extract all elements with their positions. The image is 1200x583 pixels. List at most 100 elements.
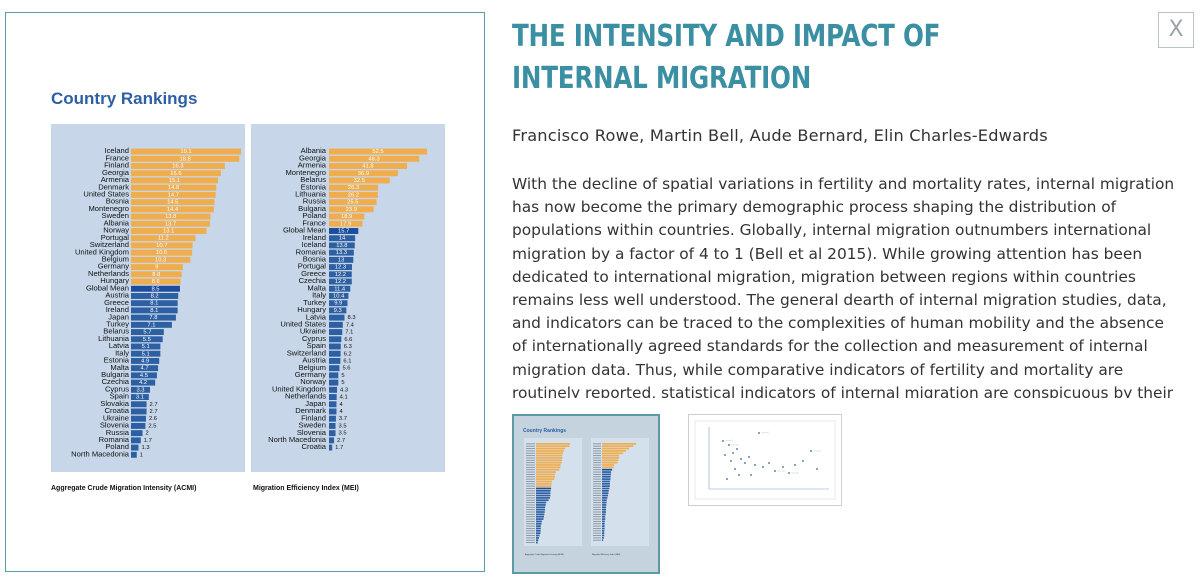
mei-value-czechia: 12.2	[335, 279, 346, 285]
mei-label-slovenia: Slovenia	[297, 428, 327, 437]
acmi-value-czechia: 4.2	[139, 380, 147, 386]
acmi-value-united-states: 14.7	[168, 192, 179, 198]
thumbnail-bar	[536, 468, 560, 471]
mei-bar-montenegro	[329, 170, 398, 177]
acmi-value-belarus: 5.7	[143, 330, 151, 336]
acmi-label-slovenia: Slovenia	[100, 421, 130, 430]
acmi-value-spain: 3.1	[136, 395, 144, 401]
mei-bar-sweden	[329, 422, 336, 429]
mei-label-bosnia: Bosnia	[303, 255, 327, 264]
thumbnail-label-line	[526, 502, 535, 504]
mei-value-hungary: 9.3	[334, 308, 342, 314]
thumbnail-bar	[602, 471, 612, 473]
acmi-value-albania: 13.7	[165, 221, 176, 227]
mei-label-japan: Japan	[305, 399, 326, 408]
mei-label-romania: Romania	[296, 247, 327, 256]
acmi-bar-slovenia	[131, 422, 146, 429]
acmi-value-united-kingdom: 10.6	[156, 250, 167, 256]
thumbnail-bar	[602, 518, 606, 520]
thumbnail-bar	[536, 504, 546, 506]
mei-bar-spain	[329, 343, 341, 350]
acmi-value-italy: 5.1	[142, 351, 150, 357]
thumbnail-label-line	[593, 504, 601, 506]
mei-value-norway: 5	[341, 380, 344, 386]
acmi-bar-slovakia	[131, 401, 147, 408]
mei-value-greece: 12.2	[335, 272, 346, 278]
thumbnail-label-line	[526, 483, 535, 485]
mei-bar-romania	[329, 249, 354, 256]
acmi-bar-czechia	[131, 379, 156, 386]
close-button[interactable]: X	[1158, 12, 1194, 48]
acmi-value-bulgaria: 4.5	[140, 373, 148, 379]
thumbnail-label-line	[593, 520, 601, 522]
acmi-value-switzerland: 10.7	[156, 243, 167, 249]
mei-bar-albania	[329, 148, 427, 155]
thumbnail-label-line	[593, 478, 601, 480]
mei-value-armenia: 41.8	[362, 164, 373, 170]
acmi-bar-bosnia	[131, 199, 215, 206]
acmi-bar-japan	[131, 314, 176, 321]
mei-bar-japan	[329, 401, 337, 408]
acmi-value-north-macedonia: 1	[140, 452, 143, 458]
thumbnail-label-line	[526, 469, 535, 471]
thumbnail-label-line	[593, 466, 601, 468]
thumbnail-scatter-svg	[694, 420, 836, 500]
mei-label-belarus: Belarus	[300, 175, 326, 184]
thumbnail-label-line	[593, 495, 601, 496]
thumbnail-title: Country Rankings	[523, 428, 567, 434]
acmi-label-belarus: Belarus	[103, 327, 129, 336]
thumbnail-bar	[536, 508, 546, 511]
thumbnail-label-line	[526, 520, 535, 522]
thumbnail-bar	[536, 506, 546, 509]
thumbnail-label-line	[526, 539, 535, 541]
acmi-chart: Iceland 19.1 France 18.8 Finland 16.3 Georgia 1…	[51, 124, 245, 472]
thumbnail-label-line	[526, 476, 535, 478]
mei-value-united-kingdom: 4.3	[340, 387, 348, 393]
thumbnail-label-line	[526, 499, 535, 501]
thumbnail-label-line	[593, 459, 601, 461]
mei-bar-greece	[329, 271, 352, 278]
acmi-bar-italy	[131, 350, 161, 357]
acmi-value-sweden: 13.8	[165, 214, 176, 220]
thumbnail-bar	[536, 537, 540, 539]
acmi-label-greece: Greece	[104, 298, 129, 307]
thumbnail-label-line	[593, 485, 601, 487]
thumbnail-bar	[602, 490, 609, 492]
mei-label-norway: Norway	[300, 377, 326, 386]
mei-bar-north-macedonia	[329, 437, 335, 444]
acmi-value-estonia: 4.9	[141, 358, 149, 364]
thumbnail-bar	[602, 532, 605, 534]
thumbnail-bar	[536, 466, 561, 469]
acmi-value-ukraine: 2.6	[149, 416, 157, 422]
acmi-bar-germany	[131, 264, 183, 271]
thumbnail-label-line	[526, 457, 535, 459]
thumbnail-bar	[536, 525, 541, 527]
thumbnail-country-rankings[interactable]: Country Rankings Aggregate Crude Migrati…	[512, 414, 660, 574]
thumbnail-label-line	[593, 443, 601, 445]
mei-bar-turkey	[329, 300, 348, 307]
thumbnail-label-line	[526, 532, 535, 534]
mei-label-poland: Poland	[302, 211, 326, 220]
thumbnail-bars	[524, 438, 649, 546]
thumbnail-bar	[602, 447, 630, 450]
acmi-bar-ireland	[131, 307, 178, 314]
mei-bar-latvia	[329, 314, 345, 321]
thumbnail-label-line	[526, 464, 535, 466]
thumbnail-label-line	[526, 452, 535, 454]
acmi-label-france: France	[105, 153, 129, 162]
mei-value-montenegro: 36.9	[358, 171, 369, 177]
thumbnail-bar	[602, 478, 611, 480]
mei-bar-hungary	[329, 307, 347, 314]
thumbnail-label-line	[593, 490, 601, 492]
thumbnail-label-line	[593, 530, 601, 532]
acmi-bar-latvia	[131, 343, 161, 350]
acmi-value-hungary: 8.6	[152, 279, 160, 285]
mei-value-bosnia: 13	[338, 257, 344, 263]
article-authors: Francisco Rowe, Martin Bell, Aude Bernar…	[512, 126, 1048, 145]
mei-label-belgium: Belgium	[299, 363, 326, 372]
acmi-label-turkey: Turkey	[106, 319, 129, 328]
thumbnail-bar	[602, 466, 614, 469]
mei-bar-poland	[329, 213, 365, 220]
thumbnail-scatter-plot[interactable]	[688, 414, 842, 506]
